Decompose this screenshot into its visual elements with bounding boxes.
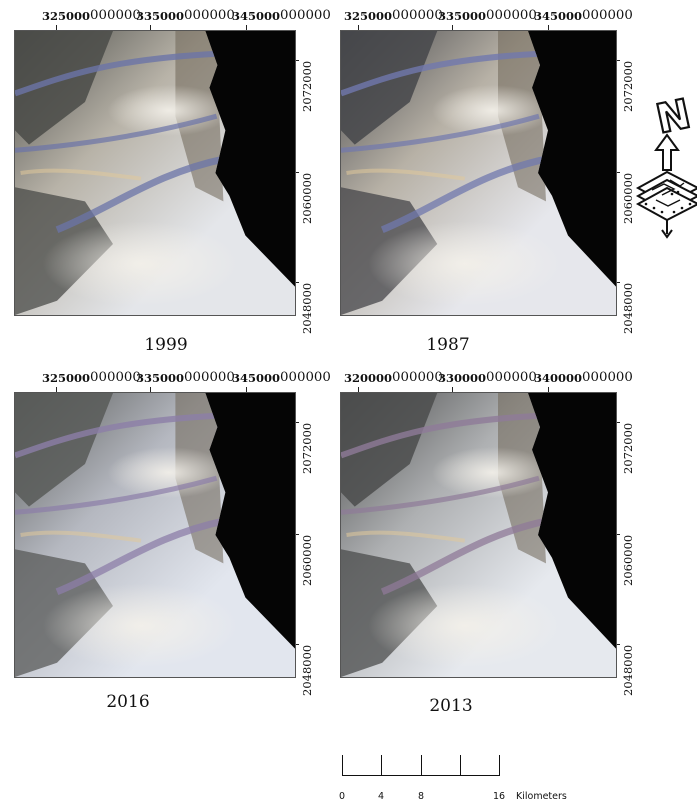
scale-tick	[342, 755, 343, 776]
x-tick-label: 325000	[41, 371, 91, 385]
north-letter: N	[652, 91, 694, 143]
scale-unit-label: Kilometers	[516, 791, 567, 802]
satellite-image-1987	[340, 30, 617, 316]
x-tick-mark	[246, 25, 247, 30]
tick-suffix: 000000	[184, 8, 235, 23]
tick-suffix: 000000	[486, 8, 537, 23]
satellite-image-2013	[340, 392, 617, 678]
scale-label-16: 16	[492, 791, 506, 802]
tick-suffix: 000000	[582, 370, 633, 385]
y-tick-mark	[615, 422, 620, 423]
x-tick-mark	[246, 387, 247, 392]
y-tick-mark	[615, 172, 620, 173]
y-tick-mark	[615, 60, 620, 61]
y-tick-mark	[615, 534, 620, 535]
year-caption: 1999	[144, 335, 188, 355]
x-tick-label: 345000	[533, 9, 583, 23]
scale-tick	[381, 755, 382, 776]
x-tick-mark	[150, 387, 151, 392]
y-tick-label: 2048000	[621, 644, 635, 696]
x-tick-mark	[548, 387, 549, 392]
x-tick-mark	[358, 387, 359, 392]
x-tick-label: 320000	[343, 371, 393, 385]
x-tick-mark	[452, 25, 453, 30]
y-tick-label: 2048000	[300, 644, 314, 696]
tick-suffix: 000000	[280, 370, 331, 385]
year-caption: 1987	[426, 335, 470, 355]
scale-label-8: 8	[417, 791, 425, 802]
y-tick-mark	[294, 282, 299, 283]
y-tick-mark	[294, 60, 299, 61]
satellite-image-2016	[14, 392, 296, 678]
x-tick-mark	[452, 387, 453, 392]
tick-suffix: 000000	[90, 370, 141, 385]
x-tick-label: 330000	[437, 371, 487, 385]
tick-suffix: 000000	[280, 8, 331, 23]
tick-suffix: 000000	[90, 8, 141, 23]
y-tick-mark	[615, 282, 620, 283]
y-tick-mark	[294, 422, 299, 423]
y-tick-label: 2060000	[300, 534, 314, 586]
x-tick-mark	[358, 25, 359, 30]
y-tick-mark	[294, 534, 299, 535]
y-tick-label: 2060000	[621, 172, 635, 224]
tick-suffix: 000000	[184, 370, 235, 385]
x-tick-label: 345000	[231, 371, 281, 385]
scale-tick	[460, 755, 461, 776]
y-tick-mark	[294, 644, 299, 645]
y-tick-label: 2072000	[621, 60, 635, 112]
scale-label-4: 4	[377, 791, 385, 802]
scale-bar: 0 4 8 16 Kilometers	[338, 755, 567, 802]
y-tick-label: 2048000	[300, 282, 314, 334]
tick-suffix: 000000	[582, 8, 633, 23]
x-tick-mark	[548, 25, 549, 30]
scale-label-0: 0	[338, 791, 346, 802]
y-tick-label: 2072000	[300, 422, 314, 474]
y-tick-label: 2060000	[300, 172, 314, 224]
y-tick-label: 2072000	[621, 422, 635, 474]
x-tick-label: 325000	[343, 9, 393, 23]
year-caption: 2013	[429, 696, 473, 716]
y-tick-label: 2048000	[621, 282, 635, 334]
scale-tick	[421, 755, 422, 776]
x-tick-label: 335000	[135, 371, 185, 385]
tick-suffix: 000000	[392, 370, 443, 385]
y-tick-label: 2060000	[621, 534, 635, 586]
x-tick-label: 345000	[231, 9, 281, 23]
x-tick-label: 335000	[437, 9, 487, 23]
x-tick-mark	[56, 387, 57, 392]
satellite-image-1999	[14, 30, 296, 316]
north-arrow-icon: N	[634, 80, 697, 240]
y-tick-label: 2072000	[300, 60, 314, 112]
x-tick-mark	[150, 25, 151, 30]
scale-tick	[499, 755, 500, 776]
x-tick-label: 335000	[135, 9, 185, 23]
x-tick-label: 340000	[533, 371, 583, 385]
x-tick-mark	[56, 25, 57, 30]
x-tick-label: 325000	[41, 9, 91, 23]
y-tick-mark	[615, 644, 620, 645]
tick-suffix: 000000	[392, 8, 443, 23]
tick-suffix: 000000	[486, 370, 537, 385]
year-caption: 2016	[106, 692, 150, 712]
y-tick-mark	[294, 172, 299, 173]
